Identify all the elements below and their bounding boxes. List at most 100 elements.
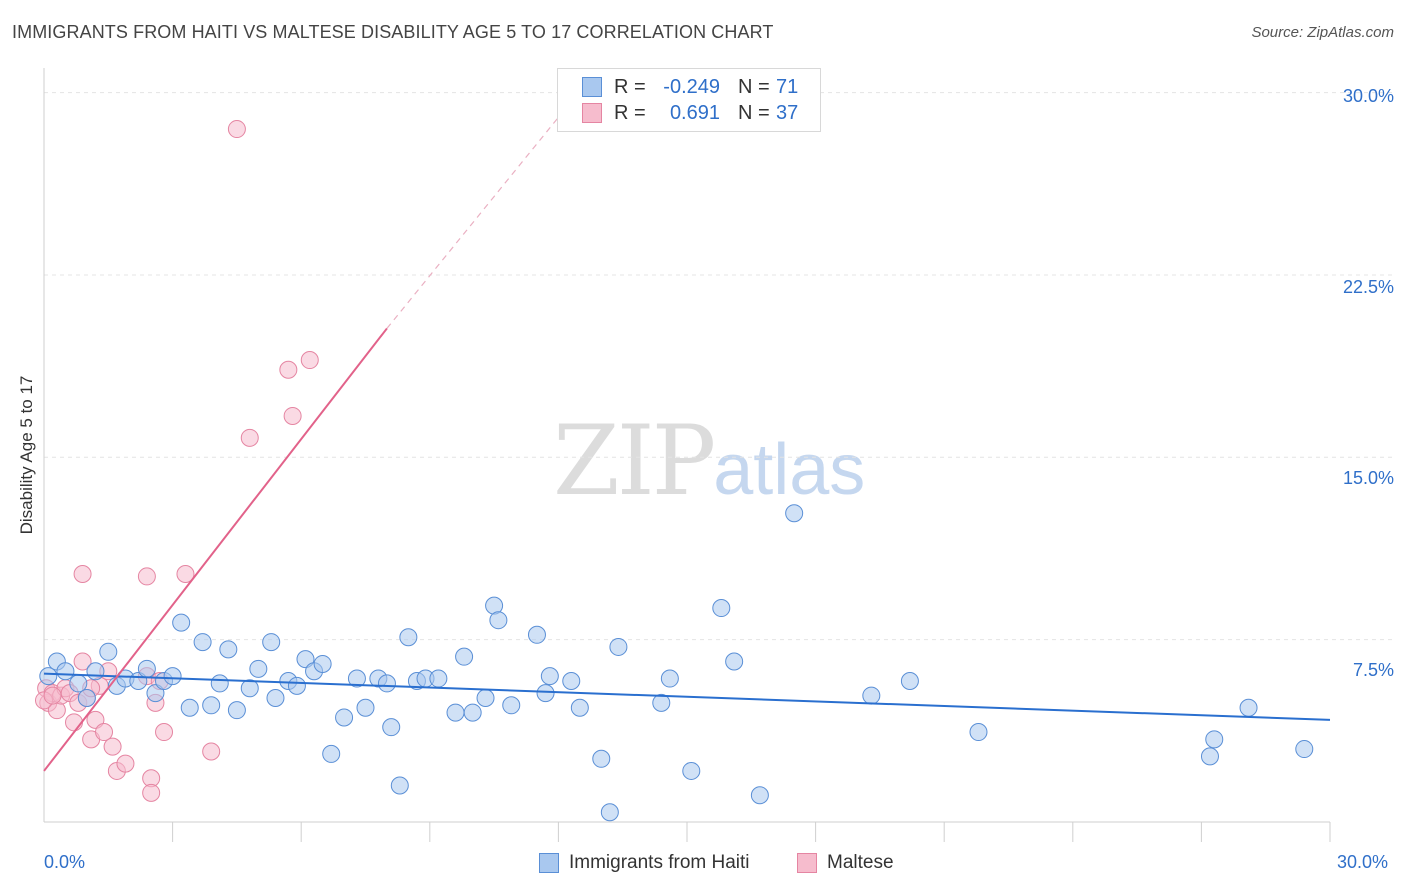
haiti-point (377, 674, 396, 693)
series-legend: Immigrants from Haiti Maltese (0, 852, 1406, 878)
haiti-point (446, 703, 465, 722)
haiti-point (570, 698, 589, 717)
haiti-point (592, 749, 611, 768)
legend-row-maltese: R = 0.691 N = 37 (582, 100, 798, 126)
haiti-point (476, 689, 495, 707)
haiti-point (712, 599, 731, 618)
r-value: -0.249 (663, 75, 720, 98)
haiti-point (163, 667, 182, 686)
haiti-point (399, 628, 418, 647)
watermark-zip: ZIP (553, 405, 716, 517)
haiti-point (862, 686, 881, 705)
haiti-point (540, 667, 559, 686)
haiti-point (429, 669, 448, 688)
haiti-point (1200, 747, 1219, 766)
haiti-point (262, 633, 281, 652)
haiti-swatch-icon (582, 77, 602, 97)
y-tick-label: 30.0% (1342, 86, 1394, 106)
maltese-point (202, 742, 221, 761)
haiti-point (180, 698, 199, 717)
haiti-swatch-icon (539, 853, 559, 873)
chart-title: IMMIGRANTS FROM HAITI VS MALTESE DISABIL… (12, 22, 774, 42)
haiti-point (77, 689, 96, 707)
haiti-point (1205, 730, 1224, 749)
maltese-point (73, 565, 92, 583)
n-value: 71 (776, 75, 799, 98)
haiti-point (86, 662, 105, 681)
maltese-point (142, 783, 161, 802)
maltese-point (86, 710, 105, 729)
haiti-point (193, 633, 212, 652)
x-tick-label: 30.0% (1337, 852, 1389, 872)
haiti-point (600, 803, 619, 822)
y-tick-label: 7.5% (1352, 660, 1394, 680)
maltese-swatch-icon (582, 103, 602, 123)
haiti-point (609, 637, 628, 656)
haiti-point (137, 659, 156, 678)
n-label: N = (738, 75, 770, 98)
haiti-point (313, 654, 332, 673)
haiti-point (172, 613, 191, 632)
haiti-point (562, 671, 581, 690)
haiti-point (969, 723, 988, 742)
haiti-point (502, 696, 521, 715)
legend-item-haiti[interactable]: Immigrants from Haiti (539, 852, 750, 874)
haiti-trend-line (43, 672, 1331, 721)
legend-label: Immigrants from Haiti (569, 852, 750, 873)
maltese-point (300, 351, 319, 370)
maltese-point (73, 652, 92, 671)
y-tick-label: 15.0% (1342, 468, 1394, 488)
maltese-point (240, 428, 259, 447)
legend-row-haiti: R = -0.249 N = 71 (582, 74, 798, 100)
watermark-atlas: atlas (713, 430, 866, 510)
maltese-point (279, 360, 298, 379)
haiti-point (1295, 740, 1314, 759)
maltese-point (116, 754, 135, 773)
haiti-point (536, 684, 555, 703)
maltese-point (137, 567, 156, 586)
haiti-point (660, 669, 679, 688)
haiti-point (227, 701, 246, 720)
maltese-swatch-icon (797, 853, 817, 873)
haiti-point (39, 667, 58, 686)
haiti-point (56, 662, 75, 681)
haiti-point (785, 504, 804, 523)
y-axis-label: Disability Age 5 to 17 (17, 375, 36, 535)
haiti-point (287, 676, 306, 695)
legend-item-maltese[interactable]: Maltese (797, 852, 894, 874)
maltese-trend-extension (386, 80, 589, 329)
haiti-point (69, 674, 88, 693)
maltese-point (103, 737, 122, 756)
n-value: 37 (776, 101, 799, 124)
haiti-point (347, 669, 366, 688)
haiti-point (750, 786, 769, 805)
haiti-point (146, 684, 165, 703)
haiti-point (240, 679, 259, 698)
maltese-point (65, 713, 84, 732)
haiti-point (356, 698, 375, 717)
haiti-point (202, 696, 221, 715)
watermark: ZIPatlas (553, 405, 865, 517)
haiti-point (682, 761, 701, 780)
haiti-point (296, 650, 315, 669)
haiti-point (322, 744, 341, 763)
maltese-point (95, 723, 114, 742)
haiti-point (210, 674, 229, 693)
maltese-point (176, 565, 195, 583)
haiti-point (219, 640, 238, 659)
maltese-point (283, 406, 302, 425)
haiti-point (725, 652, 744, 671)
haiti-point (463, 703, 482, 722)
haiti-point (455, 647, 474, 666)
r-label: R = (614, 75, 646, 98)
y-tick-label: 22.5% (1342, 277, 1394, 297)
source-label: Source: ZipAtlas.com (1251, 24, 1394, 41)
maltese-point (155, 723, 174, 742)
haiti-point (382, 718, 401, 737)
maltese-trend-line (43, 327, 388, 772)
haiti-point (527, 625, 546, 644)
n-label: N = (738, 101, 770, 124)
maltese-point (227, 120, 246, 139)
r-value: 0.691 (669, 101, 720, 124)
